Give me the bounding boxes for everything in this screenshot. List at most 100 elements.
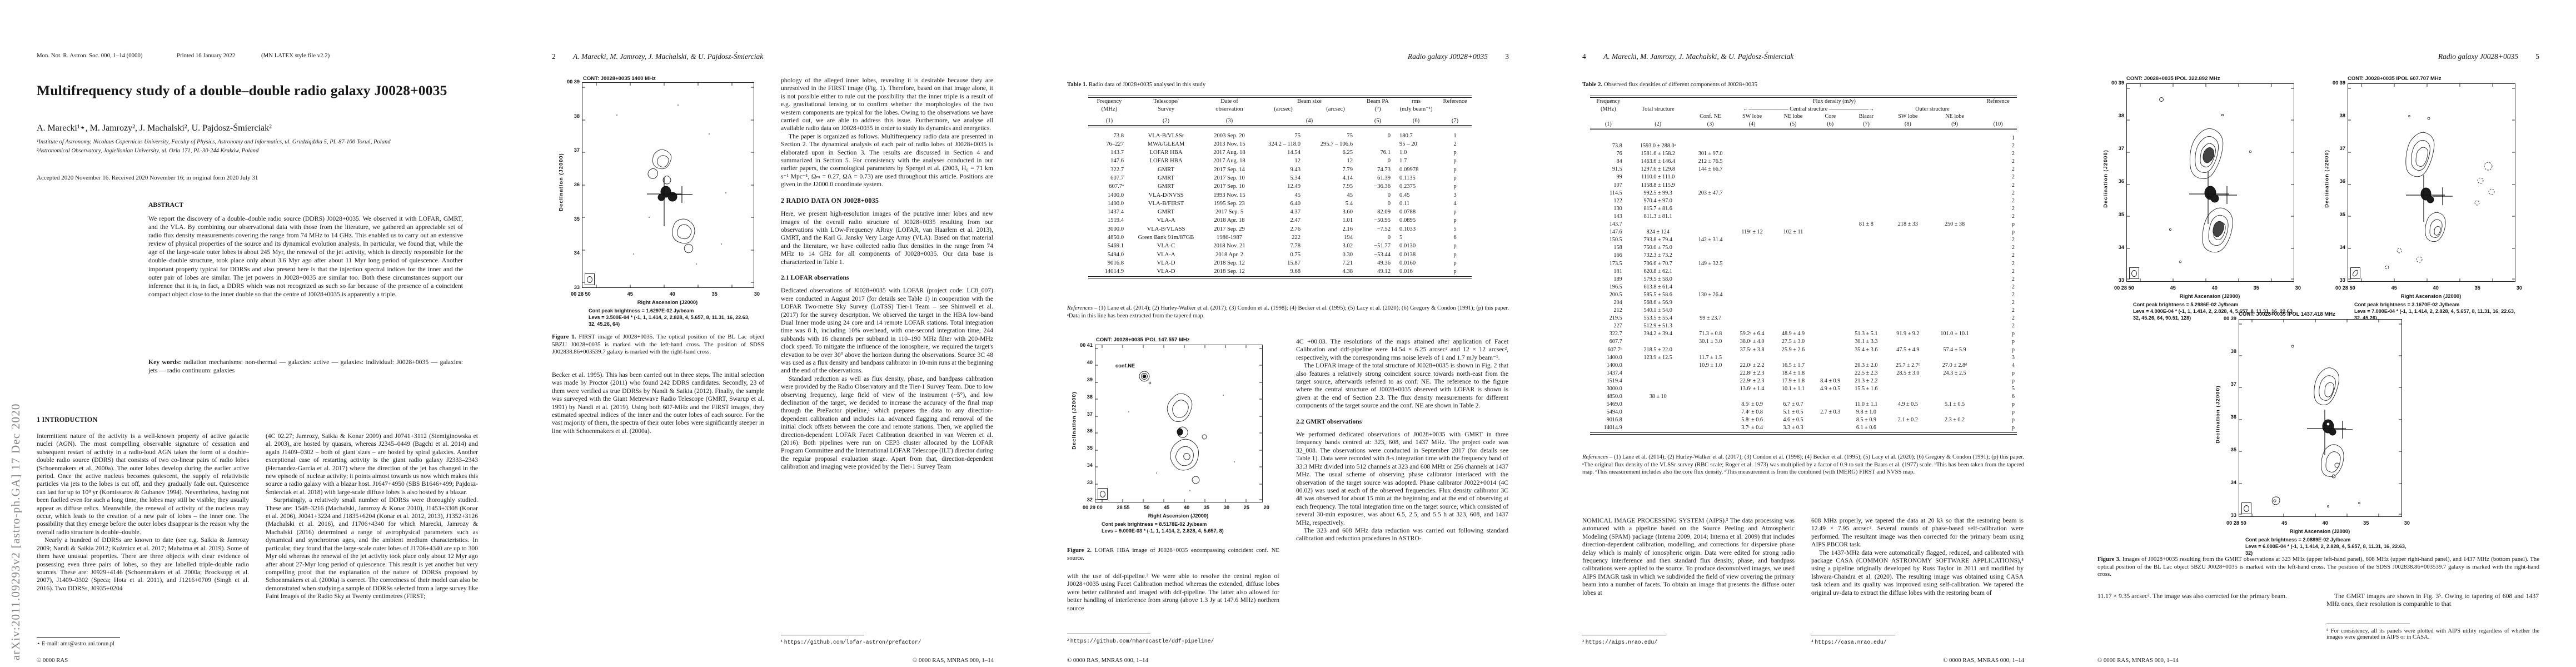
table-cell [1886, 182, 1930, 190]
table-cell: 620.8 ± 62.1 [1643, 268, 1672, 275]
table-cell: 173.5 [1609, 260, 1622, 267]
paragraph: 608 MHz properly, we tapered the data at… [1811, 517, 2024, 549]
table-cell [1690, 307, 1732, 315]
figure1-map-area [582, 82, 754, 288]
column-subheader: NE lobe [1945, 113, 1964, 120]
table-cell [1773, 197, 1814, 205]
table-cell [1732, 307, 1773, 315]
table-row: 227 512.9 ± 51.3 2 [1590, 322, 2017, 330]
page-4: 4 A. Marecki, M. Jamrozy, J. Machalski, … [1546, 0, 2061, 667]
table-cell: 143.7 [1110, 150, 1124, 156]
table-cell [1813, 260, 1847, 268]
figure2-map-area: conf.NE [1095, 345, 1263, 502]
table-cell [1930, 173, 1979, 181]
table-cell [1813, 173, 1847, 181]
footnote-url: https://github.com/mhardcastle/ddf-pipel… [1070, 638, 1214, 644]
table-cell [1773, 221, 1814, 228]
column-number: (8) [1904, 121, 1911, 127]
table-cell: 6.40 [1290, 200, 1301, 207]
table-cell [1886, 393, 1930, 401]
table-cell: 38.0ᶜ ± 4.0 [1740, 339, 1765, 345]
table-cell [1813, 354, 1847, 362]
table-cell: 25.9 ± 2.6 [1781, 346, 1805, 353]
table-cell: 2 [2011, 315, 2015, 322]
table-cell: 815.7 ± 81.6 [1643, 205, 1672, 212]
table-cell: p [2011, 409, 2015, 416]
table-cell [1732, 158, 1773, 166]
tick-label: 39 [1087, 376, 1093, 382]
table-cell: 1437.4 [1107, 209, 1124, 216]
table-cell [1847, 315, 1886, 322]
table-cell: 2 [2011, 190, 2015, 196]
beam-indicator [2350, 267, 2360, 279]
table-cell: 6.25 [1342, 150, 1353, 156]
table-cell: 2 [2011, 307, 2015, 314]
table-cell [1886, 228, 1930, 236]
table1-caption-label: Table 1. [1067, 81, 1088, 88]
paragraph: Dedicated observations of J0028+0035 wit… [781, 287, 993, 375]
figure2-cont-title: CONT: J0028+0035 IPOL 147.557 MHz [1096, 337, 1190, 343]
running-page-number: 2 [552, 52, 556, 61]
column-number: (3) [1225, 118, 1233, 124]
table-cell: 1400.0 [1606, 362, 1622, 369]
table-cell: 2 [2011, 299, 2015, 306]
column-number: (5) [1374, 118, 1382, 124]
tick-label: 37 [2339, 146, 2345, 152]
table-cell: 21.3 ± 2.2 [1855, 377, 1878, 384]
page-5: Radio galaxy J0028+0035 5 CONT: J0028+00… [2061, 0, 2576, 667]
table-cell: 1 [1453, 132, 1457, 139]
table-cell: VLA-B/FIRST [1148, 200, 1184, 207]
table-cell [1886, 197, 1930, 205]
table-cell [1813, 393, 1847, 401]
table-cell [1627, 424, 1690, 432]
masthead-journal: Mon. Not. R. Astron. Soc. 000, 1–14 (000… [37, 52, 143, 59]
table-cell: 2 [2011, 245, 2015, 251]
beam-indicator [2129, 267, 2139, 279]
table-cell [1773, 190, 1814, 197]
table-row: 5494.0 VLA-A 2018 Apr. 2 0.75 0.30 −53.44 0.01… [1088, 251, 1472, 259]
table-cell: 1.7 [1399, 158, 1407, 165]
table-cell: 194 [1344, 235, 1353, 241]
figure2-dec-axis-label: Declination (J2000) [1070, 391, 1077, 450]
table-cell: 2 [2011, 252, 2015, 259]
table-cell: 3 [1453, 192, 1457, 198]
table-cell [1690, 213, 1732, 221]
tick-label: 30 [1223, 505, 1230, 510]
footnote-url: https://aips.nrao.edu/ [1585, 639, 1658, 645]
table-cell: 2017 Aug. 18 [1213, 158, 1245, 165]
table-cell: 8.5ᶜ ± 0.9 [1741, 401, 1763, 408]
table-cell [1732, 135, 1773, 142]
table-cell [1732, 244, 1773, 252]
table-cell: 10.1 ± 1.1 [1781, 386, 1805, 392]
optical-position-crosses [647, 177, 692, 226]
table-cell: 2 [2011, 158, 2015, 165]
paragraph: Here, we present high-resolution images … [781, 210, 993, 266]
figure3-caption-text: Images of J0028+0035 resulting from the … [2097, 556, 2540, 578]
table-cell: 76–227 [1106, 141, 1124, 147]
column-number: (1) [1605, 121, 1612, 127]
table-cell: 12 [1294, 158, 1301, 165]
table-cell [1847, 182, 1886, 190]
tick-label: 45 [2170, 285, 2176, 291]
table-cell: 301 ± 97.0 [1698, 151, 1723, 157]
table-cell [1813, 416, 1847, 424]
table-cell: 2017 Sep. 10 [1214, 183, 1245, 190]
tick-label: 00 39 [567, 79, 580, 84]
figure3b-ra-ticks: 00 28 50 45 40 35 30 [2335, 285, 2522, 291]
table-cell [1732, 354, 1773, 362]
figure3c-levs-note: Levs = 6.000E-04 * (-1, 1, 1.414, 2, 2.8… [2245, 544, 2406, 556]
figure3c-plot: CONT: J0028+0035 IPOL 1437.418 MHz 00 39… [2215, 311, 2414, 556]
table-cell [1930, 377, 1979, 385]
table-cell [1627, 377, 1690, 385]
masthead-printed: Printed 16 January 2022 [177, 52, 236, 59]
table-cell [1930, 244, 1979, 252]
table-cell: p [1453, 251, 1457, 258]
figure2-plot: CONT: J0028+0035 IPOL 147.557 MHz 00 41 4… [1071, 337, 1269, 537]
table-row: 322.7 394.2 ± 39.4 71.3 ± 0.8 59.2ᶜ ± 6.4 48… [1590, 330, 2017, 338]
table-cell: 17.9 ± 1.8 [1781, 377, 1805, 384]
beam-ellipse-icon [587, 276, 592, 283]
table-cell: 324.2 – 118.0 [1268, 141, 1301, 147]
table-cell [1813, 307, 1847, 315]
table-cell [1886, 150, 1930, 158]
table-cell [1930, 299, 1979, 307]
